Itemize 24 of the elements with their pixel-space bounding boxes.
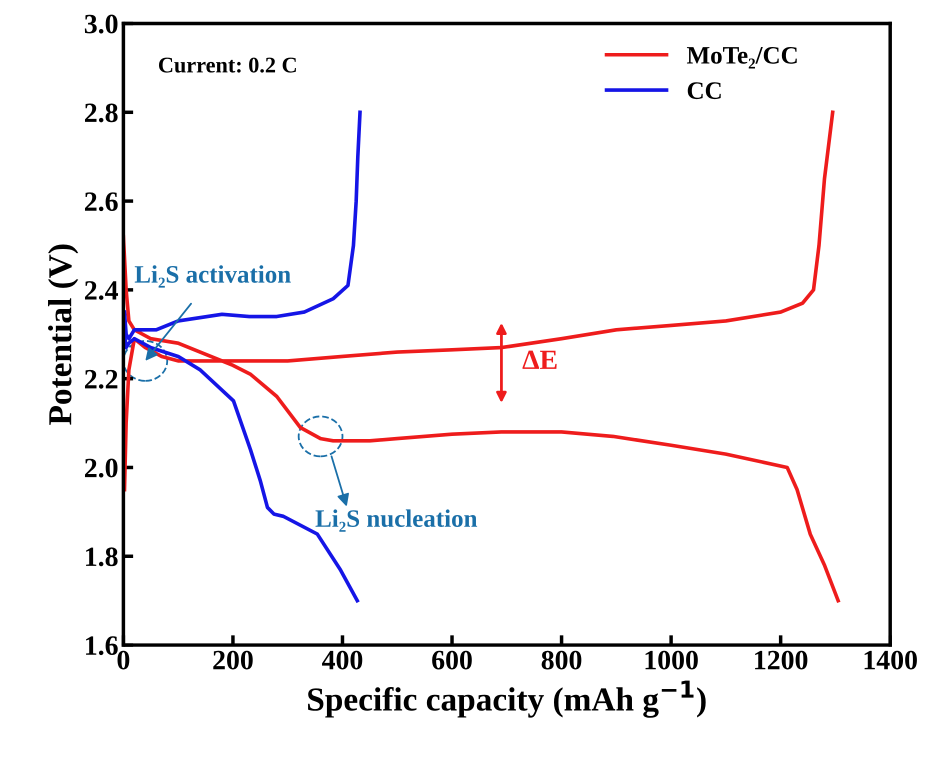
x-axis-title: Specific capacity (mAh g$^{−1}$) [308, 680, 706, 718]
x-tick-label: 1200 [755, 650, 808, 670]
y-tick-label: 2.0 [84, 458, 118, 478]
x-tick-label: 800 [542, 650, 582, 670]
x-tick-label: 1000 [646, 650, 698, 670]
annotation: Li₂S activation [134, 265, 291, 288]
x-tick-label: 600 [432, 650, 472, 670]
annotation: ΔE [522, 350, 557, 369]
annotation: Li₂S nucleation [316, 509, 478, 532]
legend-label: MoTe₂/CC [686, 46, 797, 68]
legend-label: CC [688, 82, 721, 100]
y-tick-label: 2.2 [84, 370, 118, 389]
y-tick-label: 2.6 [84, 192, 118, 212]
y-tick-label: 3.0 [84, 14, 118, 34]
y-tick-label: 1.8 [86, 547, 118, 566]
annotation: Current: 0.2 C [158, 58, 296, 73]
y-axis-title: Potential (V) [48, 244, 78, 425]
x-tick-label: 1400 [864, 650, 917, 670]
x-tick-label: 400 [322, 650, 362, 670]
y-tick-label: 2.8 [84, 103, 118, 122]
y-tick-label: 2.4 [84, 281, 118, 300]
x-tick-label: 200 [213, 650, 253, 670]
x-tick-label: 0 [118, 650, 130, 670]
y-tick-label: 1.6 [86, 636, 118, 656]
